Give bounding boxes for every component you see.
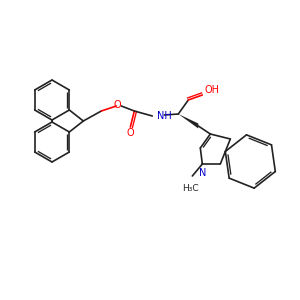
Text: OH: OH <box>204 85 219 95</box>
Text: NH: NH <box>157 111 172 121</box>
Text: H₃C: H₃C <box>182 184 199 193</box>
Text: O: O <box>127 128 134 138</box>
Text: N: N <box>199 168 206 178</box>
Polygon shape <box>178 114 198 128</box>
Text: O: O <box>113 100 121 110</box>
